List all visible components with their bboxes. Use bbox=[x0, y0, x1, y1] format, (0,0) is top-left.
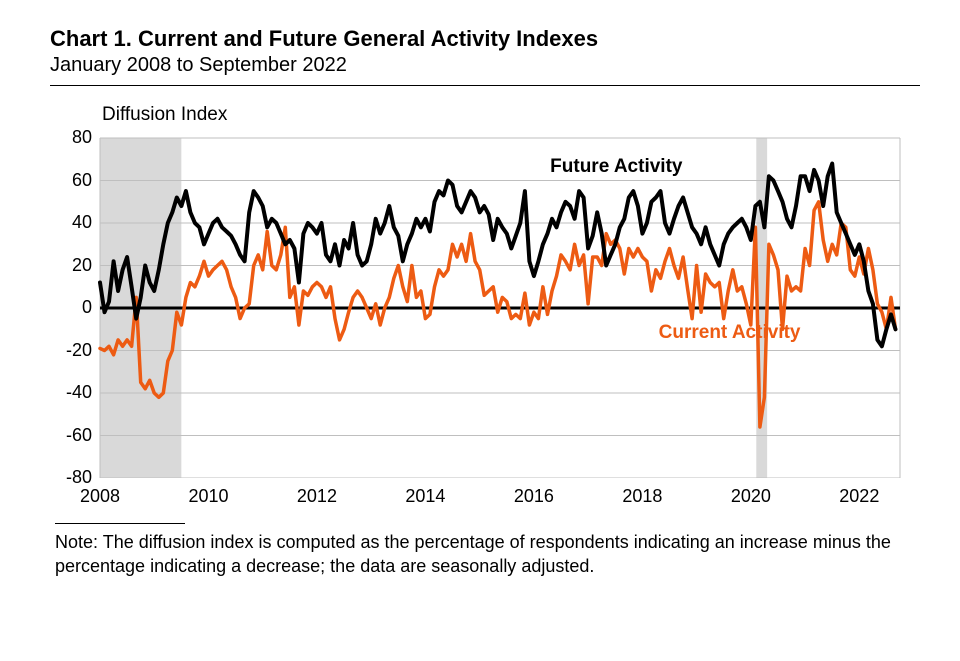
x-tick-label: 2022 bbox=[839, 486, 879, 507]
x-tick-label: 2014 bbox=[405, 486, 445, 507]
x-tick-label: 2018 bbox=[622, 486, 662, 507]
x-tick-label: 2008 bbox=[80, 486, 120, 507]
y-tick-label: 80 bbox=[52, 127, 92, 148]
chart-svg bbox=[50, 98, 910, 478]
x-tick-label: 2020 bbox=[731, 486, 771, 507]
plot-area: Diffusion Index 806040200-20-40-60-80 20… bbox=[50, 98, 920, 478]
chart-subtitle: January 2008 to September 2022 bbox=[50, 54, 920, 77]
series-label-current: Current Activity bbox=[659, 322, 801, 344]
x-tick-label: 2012 bbox=[297, 486, 337, 507]
y-tick-label: -40 bbox=[52, 382, 92, 403]
series-label-future: Future Activity bbox=[550, 156, 682, 178]
y-tick-label: -60 bbox=[52, 425, 92, 446]
title-rule bbox=[50, 85, 920, 86]
x-tick-label: 2010 bbox=[188, 486, 228, 507]
y-tick-label: -20 bbox=[52, 340, 92, 361]
y-tick-label: 60 bbox=[52, 170, 92, 191]
title-block: Chart 1. Current and Future General Acti… bbox=[50, 20, 920, 86]
y-axis-title: Diffusion Index bbox=[102, 104, 227, 126]
y-tick-label: -80 bbox=[52, 467, 92, 488]
x-tick-label: 2016 bbox=[514, 486, 554, 507]
footnote-block: Note: The diffusion index is computed as… bbox=[55, 523, 920, 579]
y-tick-label: 20 bbox=[52, 255, 92, 276]
y-tick-label: 40 bbox=[52, 212, 92, 233]
footnote-rule bbox=[55, 523, 185, 524]
footnote-text: Note: The diffusion index is computed as… bbox=[55, 530, 915, 579]
y-tick-label: 0 bbox=[52, 297, 92, 318]
chart-title: Chart 1. Current and Future General Acti… bbox=[50, 20, 920, 52]
